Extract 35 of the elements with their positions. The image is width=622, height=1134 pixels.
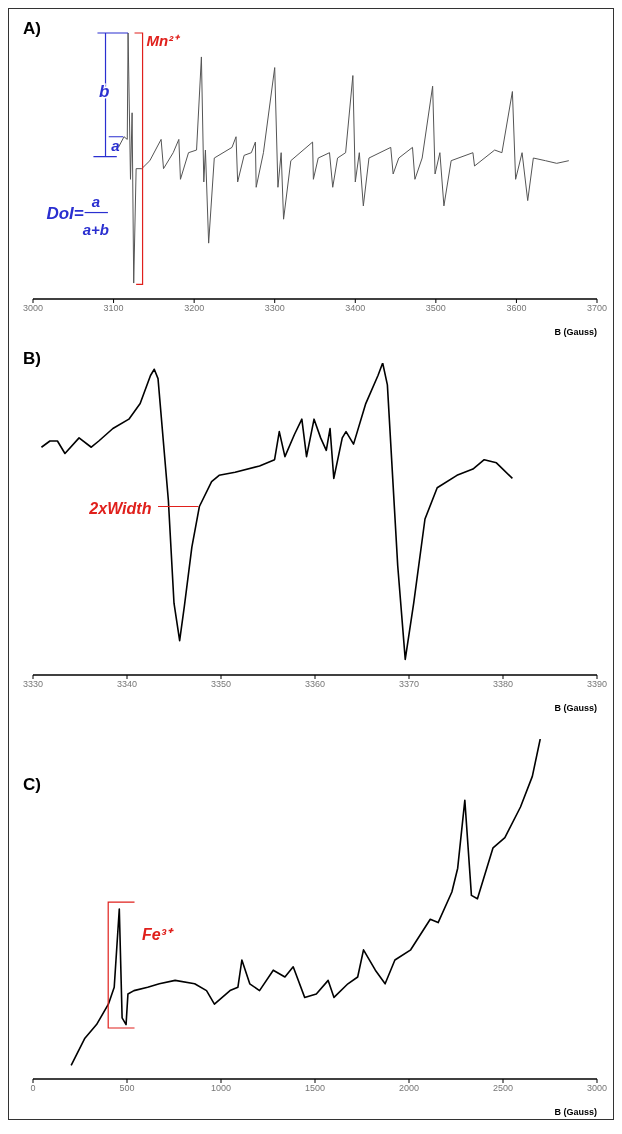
chart-title: B)	[23, 349, 41, 369]
x-tick-label: 3340	[116, 679, 138, 690]
x-tick-label: 2000	[398, 1083, 420, 1094]
x-tick-label: 3000	[22, 303, 44, 314]
x-tick-label: 3390	[586, 679, 608, 690]
x-tick-label: 3200	[184, 303, 205, 314]
x-tick-label: 3400	[345, 303, 366, 314]
x-tick-label: 1500	[304, 1083, 326, 1094]
x-tick-label: 3360	[304, 679, 326, 690]
x-tick-label: 1000	[210, 1083, 232, 1094]
annotation: Fe³⁺	[142, 925, 175, 943]
x-tick-label: 3330	[22, 679, 44, 690]
x-axis-title: B (Gauss)	[554, 327, 597, 337]
x-tick-label: 3700	[586, 303, 608, 314]
x-tick-label: 3380	[492, 679, 514, 690]
x-tick-label: 3100	[103, 303, 124, 314]
x-axis-title: B (Gauss)	[554, 703, 597, 713]
annotation: a	[91, 193, 101, 211]
x-tick-label: 2500	[492, 1083, 514, 1094]
x-tick-label: 3300	[264, 303, 285, 314]
chart-title: A)	[23, 19, 41, 39]
x-tick-label: 3350	[210, 679, 232, 690]
annotation: DoI=	[46, 204, 84, 224]
text: C)	[23, 775, 41, 795]
x-tick-label: 0	[30, 1083, 36, 1094]
x-tick-label: 500	[119, 1083, 135, 1094]
x-tick-label: 3600	[506, 303, 527, 314]
x-tick-label: 3370	[398, 679, 420, 690]
annotation: a+b	[82, 221, 109, 239]
x-tick-label: 3000	[586, 1083, 608, 1094]
annotation: Mn²⁺	[146, 32, 182, 50]
x-tick-label: 3500	[425, 303, 446, 314]
annotation: a	[111, 137, 120, 155]
annotation: 2xWidth	[88, 500, 152, 518]
x-axis-title: B (Gauss)	[554, 1107, 597, 1117]
